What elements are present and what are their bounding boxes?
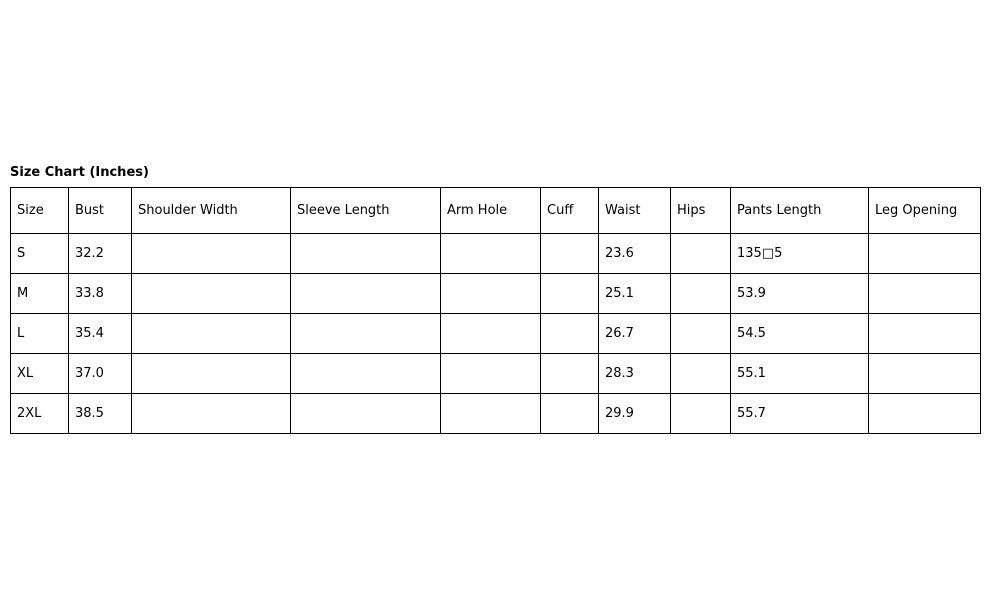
table-cell: 33.8 [68,273,132,314]
table-cell: XL [10,353,69,394]
table-cell [440,313,541,354]
table-cell [131,313,291,354]
header-cell-sleeve-length: Sleeve Length [290,187,441,234]
table-cell [290,313,441,354]
size-chart-header: Size Bust Shoulder Width Sleeve Length Arm H… [10,187,981,234]
table-row-m: M 33.8 25.1 53.9 [10,273,981,314]
table-cell [131,393,291,434]
header-cell-pants-length: Pants Length [730,187,869,234]
table-cell [131,233,291,274]
size-chart-table: Size Bust Shoulder Width Sleeve Length Arm H… [10,187,981,434]
table-cell [868,353,981,394]
table-cell: 32.2 [68,233,132,274]
table-cell: 54.5 [730,313,869,354]
table-cell: 53.9 [730,273,869,314]
table-cell: 23.6 [598,233,671,274]
table-cell [131,353,291,394]
table-cell: 2XL [10,393,69,434]
table-cell [540,353,599,394]
table-cell: 38.5 [68,393,132,434]
table-cell [540,233,599,274]
table-cell [868,233,981,274]
header-row: Size Bust Shoulder Width Sleeve Length Arm H… [10,187,981,234]
size-chart-title: Size Chart (Inches) [10,165,149,180]
table-cell: 35.4 [68,313,132,354]
header-cell-bust: Bust [68,187,132,234]
table-cell [131,273,291,314]
header-cell-waist: Waist [598,187,671,234]
table-cell [290,353,441,394]
header-cell-arm-hole: Arm Hole [440,187,541,234]
size-chart-body: S 32.2 23.6 135□5 M 33.8 25.1 53.9 L 35.4 26.7 54.5… [10,233,981,434]
table-cell: 28.3 [598,353,671,394]
header-cell-leg-opening: Leg Opening [868,187,981,234]
table-cell [440,233,541,274]
table-cell [868,393,981,434]
table-cell [868,313,981,354]
table-cell [868,273,981,314]
table-cell [440,393,541,434]
header-cell-size: Size [10,187,69,234]
table-row-xl: XL 37.0 28.3 55.1 [10,353,981,394]
table-cell [290,273,441,314]
table-cell [670,233,731,274]
table-cell: 29.9 [598,393,671,434]
table-row-2xl: 2XL 38.5 29.9 55.7 [10,393,981,434]
table-cell: M [10,273,69,314]
table-cell: 26.7 [598,313,671,354]
table-cell [440,353,541,394]
table-cell: 55.7 [730,393,869,434]
table-cell [670,353,731,394]
table-cell [670,393,731,434]
table-row-s: S 32.2 23.6 135□5 [10,233,981,274]
table-cell: 37.0 [68,353,132,394]
table-cell: S [10,233,69,274]
table-cell: L [10,313,69,354]
table-cell: 55.1 [730,353,869,394]
table-cell [540,273,599,314]
table-cell: 135□5 [730,233,869,274]
table-row-l: L 35.4 26.7 54.5 [10,313,981,354]
table-cell [670,313,731,354]
table-cell [540,313,599,354]
table-cell [540,393,599,434]
header-cell-hips: Hips [670,187,731,234]
table-cell [440,273,541,314]
header-cell-cuff: Cuff [540,187,599,234]
table-cell [670,273,731,314]
table-cell: 25.1 [598,273,671,314]
table-cell [290,393,441,434]
table-cell [290,233,441,274]
header-cell-shoulder-width: Shoulder Width [131,187,291,234]
